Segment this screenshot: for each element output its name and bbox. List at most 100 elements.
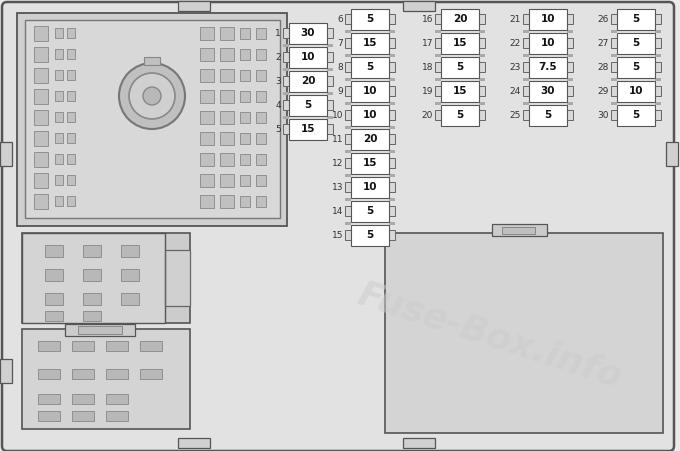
Bar [611,86,617,96]
Bar [567,101,573,105]
Bar [327,28,333,38]
Text: 18: 18 [422,63,433,72]
Text: 10: 10 [362,86,377,96]
Bar [240,154,250,165]
Bar [200,174,214,187]
Bar [22,233,190,323]
Bar [389,174,395,176]
Bar [403,438,435,448]
Text: 4: 4 [275,101,281,110]
Bar [389,230,395,240]
Bar [34,152,48,167]
Bar [67,133,75,143]
Bar [55,112,63,122]
Text: Fuse-Box.info: Fuse-Box.info [354,277,626,395]
Bar [256,91,266,102]
Text: 5: 5 [632,14,640,24]
Bar [435,101,441,105]
Bar [67,49,75,59]
Bar [611,29,617,32]
Circle shape [129,73,175,119]
Text: 5: 5 [632,110,640,120]
Bar [165,250,190,306]
Bar [523,38,529,48]
Bar [441,9,479,29]
Bar [327,124,333,134]
Bar [327,52,333,62]
Bar [345,158,351,168]
Bar [327,100,333,110]
Bar [283,124,289,134]
Text: 15: 15 [453,38,467,48]
Text: 25: 25 [509,110,521,120]
Bar [479,14,485,24]
Bar [200,69,214,82]
Bar [389,78,395,80]
Bar [389,221,395,225]
Bar [389,206,395,216]
Bar [567,62,573,72]
Bar [617,56,655,78]
Bar [441,32,479,54]
Bar [389,86,395,96]
Bar [479,86,485,96]
Bar [34,173,48,188]
Bar [345,174,351,176]
Text: 5: 5 [632,38,640,48]
Bar [479,62,485,72]
Text: 5: 5 [367,206,373,216]
Bar [479,54,485,56]
Text: 30: 30 [541,86,556,96]
Bar [389,54,395,56]
Text: 3: 3 [275,77,281,86]
Bar [389,38,395,48]
Text: 2: 2 [275,52,281,61]
Text: 15: 15 [332,230,343,239]
Bar [389,29,395,32]
Bar [523,86,529,96]
Bar [67,28,75,38]
Bar [106,341,128,351]
Bar [289,119,327,139]
Bar [121,245,139,257]
Bar [256,70,266,81]
Text: 15: 15 [362,158,377,168]
Bar [25,20,280,218]
Bar [435,54,441,56]
Bar [38,369,60,379]
Bar [256,175,266,186]
Text: 19: 19 [422,87,433,96]
Bar [327,43,333,46]
Bar [240,196,250,207]
Bar [240,112,250,123]
Bar [55,154,63,164]
Bar [655,86,661,96]
Bar [435,29,441,32]
Bar [567,14,573,24]
Text: 10: 10 [541,38,556,48]
Bar [479,110,485,120]
Bar [345,182,351,192]
Bar [178,1,210,11]
Bar [283,76,289,86]
Bar [240,91,250,102]
Bar [283,100,289,110]
Bar [38,411,60,421]
Bar [479,78,485,80]
Bar [289,23,327,43]
Bar [256,28,266,39]
Bar [34,89,48,104]
Bar [38,341,60,351]
Bar [220,48,234,61]
Bar [34,194,48,209]
Bar [389,14,395,24]
Bar [435,14,441,24]
Bar [45,245,63,257]
Text: 5: 5 [275,124,281,133]
Text: 29: 29 [598,87,609,96]
Text: 10: 10 [301,52,316,62]
Bar [256,49,266,60]
Bar [479,38,485,48]
Bar [655,78,661,80]
Bar [140,341,162,351]
